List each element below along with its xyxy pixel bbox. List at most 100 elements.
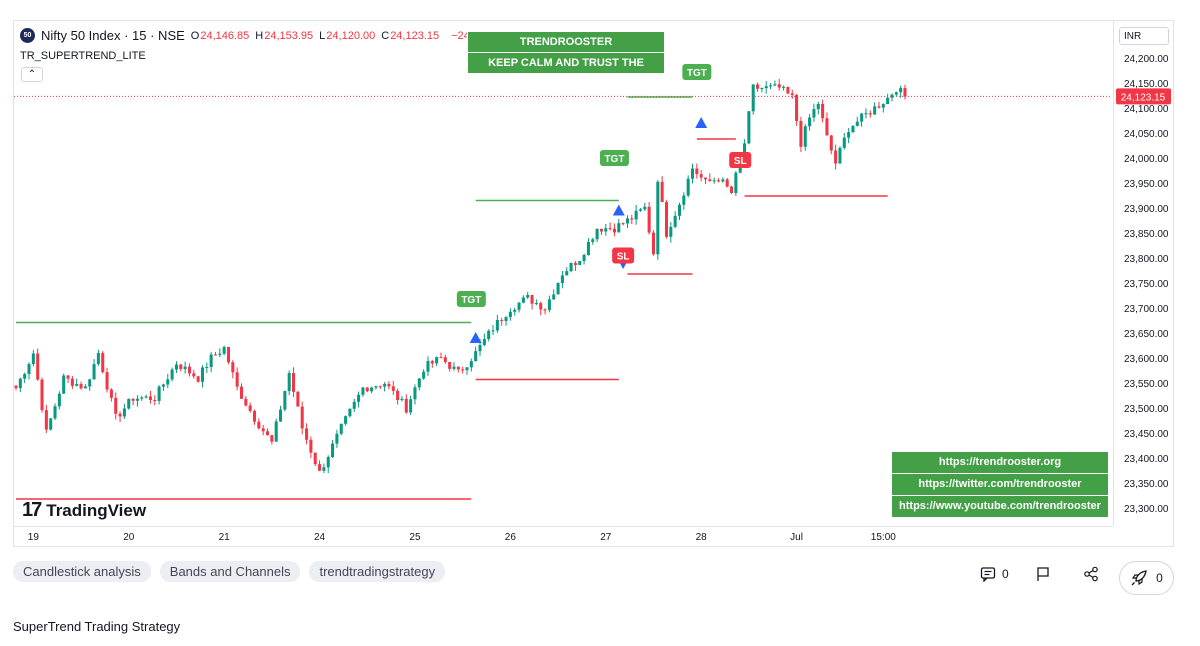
candle-body	[760, 88, 764, 90]
stop-label: SL	[734, 156, 747, 167]
time-axis[interactable]	[13, 526, 1113, 546]
price-tick-label: 24,150.00	[1124, 79, 1169, 90]
candle-body	[339, 423, 343, 434]
link-youtube[interactable]: https://www.youtube.com/trendrooster	[891, 495, 1109, 518]
candle-body	[677, 204, 682, 216]
candle-body	[40, 379, 44, 411]
candle-body	[79, 384, 83, 389]
candle-body	[712, 180, 716, 182]
candle-body	[868, 113, 872, 115]
candle-body	[118, 413, 122, 417]
close-value: 24,123.15	[390, 29, 440, 42]
candle-body	[617, 223, 621, 233]
time-tick-label: 24	[314, 532, 326, 543]
candle-body	[153, 399, 157, 401]
candle-body	[166, 379, 170, 385]
candle-body	[66, 375, 70, 379]
report-button[interactable]	[1035, 566, 1051, 582]
currency-selector[interactable]: INR	[1119, 27, 1169, 45]
candle-body	[686, 178, 690, 196]
candle-body	[409, 399, 413, 413]
candle-body	[27, 364, 31, 374]
low-label: L	[319, 29, 326, 42]
candle-body	[148, 396, 152, 400]
comments-button[interactable]: 0	[980, 566, 1009, 582]
candle-body	[799, 121, 803, 147]
tag-item[interactable]: trendtradingstrategy	[309, 561, 446, 582]
candle-body	[396, 390, 400, 401]
tradingview-logo[interactable]: 17 TradingView	[22, 499, 146, 522]
candle-body	[331, 443, 335, 458]
collapse-indicators-button[interactable]: ⌃	[21, 67, 43, 82]
candle-body	[634, 210, 638, 220]
candle-body	[231, 362, 235, 373]
tag-list: Candlestick analysis Bands and Channels …	[13, 561, 446, 582]
tradingview-mark-icon: 17	[22, 499, 42, 521]
time-tick-label: 28	[696, 532, 708, 543]
price-tick-label: 23,750.00	[1124, 279, 1169, 290]
price-tick-label: 24,100.00	[1124, 104, 1169, 115]
candle-body	[122, 408, 126, 417]
candle-body	[92, 364, 96, 380]
candle-body	[682, 195, 686, 205]
candle-body	[699, 174, 703, 178]
link-twitter[interactable]: https://twitter.com/trendrooster	[891, 473, 1109, 496]
candle-body	[261, 428, 265, 432]
price-tick-label: 23,300.00	[1124, 504, 1169, 515]
candle-body	[782, 86, 786, 88]
candle-body	[196, 376, 200, 382]
time-tick-label: 20	[123, 532, 135, 543]
candle-body	[352, 401, 356, 409]
candle-body	[482, 339, 486, 345]
price-tick-label: 23,500.00	[1124, 404, 1169, 415]
boost-button[interactable]: 0	[1119, 561, 1174, 595]
tag-item[interactable]: Candlestick analysis	[13, 561, 151, 582]
candle-body	[383, 383, 387, 387]
candle-body	[651, 232, 655, 255]
candle-body	[803, 126, 807, 147]
symbol-title[interactable]: Nifty 50 Index · 15 · NSE	[41, 28, 185, 43]
candle-body	[374, 386, 378, 388]
price-tick-label: 24,050.00	[1124, 129, 1169, 140]
candle-body	[326, 457, 330, 468]
candle-body	[292, 373, 296, 392]
time-tick-label: 21	[219, 532, 231, 543]
candle-body	[283, 391, 287, 410]
candle-body	[777, 84, 781, 88]
share-button[interactable]	[1083, 566, 1099, 582]
tag-item[interactable]: Bands and Channels	[159, 561, 301, 582]
candle-body	[179, 364, 183, 370]
candle-body	[586, 241, 590, 255]
candle-body	[730, 186, 734, 194]
candle-body	[404, 398, 408, 413]
candle-body	[344, 416, 348, 424]
candle-body	[595, 228, 599, 240]
indicator-name[interactable]: TR_SUPERTREND_LITE	[20, 50, 146, 62]
candle-body	[452, 366, 456, 369]
stop-label: SL	[617, 252, 630, 263]
candle-body	[187, 366, 191, 374]
candle-body	[465, 367, 469, 371]
price-tick-label: 24,000.00	[1124, 154, 1169, 165]
candle-body	[387, 383, 391, 387]
low-value: 24,120.00	[326, 29, 376, 42]
candle-body	[751, 84, 755, 112]
candle-body	[881, 104, 885, 108]
candle-body	[886, 97, 890, 105]
candle-body	[101, 353, 105, 373]
candle-body	[335, 433, 339, 444]
buy-signal-arrow	[612, 204, 625, 216]
candle-body	[88, 379, 92, 387]
link-website[interactable]: https://trendrooster.org	[891, 451, 1109, 474]
candle-body	[578, 261, 582, 266]
candle-body	[244, 398, 248, 406]
candle-body	[664, 202, 669, 237]
candle-body	[183, 366, 187, 370]
candle-body	[734, 172, 738, 194]
price-axis[interactable]	[1113, 20, 1174, 526]
candle-body	[31, 353, 35, 365]
buy-signal-arrow	[469, 332, 482, 343]
candle-body	[769, 85, 773, 87]
open-label: O	[190, 29, 200, 42]
